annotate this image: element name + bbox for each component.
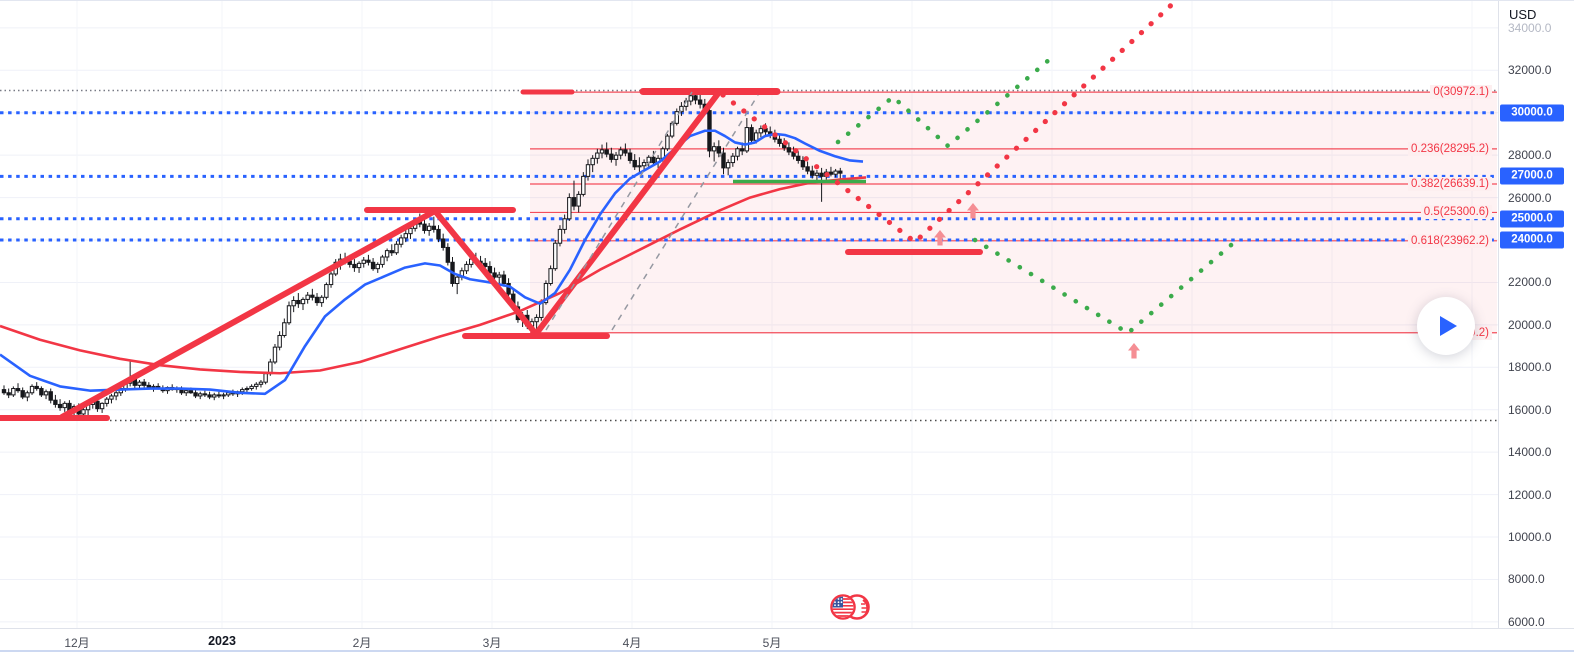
economic-event-us-flag-icon[interactable] xyxy=(827,591,873,630)
bottom-edge-strip xyxy=(0,650,1574,652)
time-axis-label: 4月 xyxy=(622,636,642,650)
time-axis-separator xyxy=(0,628,1574,629)
dashed-channel-line[interactable] xyxy=(611,94,759,331)
play-replay-button[interactable] xyxy=(1417,297,1475,355)
price-alert-badge: 24000.0 xyxy=(1500,231,1564,249)
axis-currency-label: USD xyxy=(1509,7,1537,22)
chart-svg xyxy=(0,0,1498,628)
dotted-projection-path[interactable] xyxy=(972,237,1240,336)
price-axis-label: 14000.0 xyxy=(1508,445,1552,460)
dotted-projection-path[interactable] xyxy=(720,0,1181,246)
time-axis-label: 2023 xyxy=(208,634,236,648)
dashed-channel-line[interactable] xyxy=(545,91,693,331)
price-axis-label: 20000.0 xyxy=(1508,317,1552,332)
price-axis-separator xyxy=(1498,0,1499,628)
price-axis-label: 34000.0 xyxy=(1508,20,1552,35)
up-arrows-layer xyxy=(933,203,1140,359)
chart-canvas[interactable] xyxy=(0,0,1498,628)
price-axis-label: 32000.0 xyxy=(1508,63,1552,78)
time-axis-label: 5月 xyxy=(762,636,782,650)
time-axis-label: 12月 xyxy=(64,636,90,650)
price-axis-label: 10000.0 xyxy=(1508,530,1552,545)
fib-level-label: 0.236(28295.2) xyxy=(1407,141,1492,156)
price-axis-label: 18000.0 xyxy=(1508,360,1552,375)
time-axis-label: 2月 xyxy=(352,636,372,650)
play-icon xyxy=(1440,316,1457,336)
ma-fast-line xyxy=(0,129,864,396)
trend-lines-layer[interactable] xyxy=(0,88,983,421)
time-axis-label: 3月 xyxy=(482,636,502,650)
fib-level-label: 0.5(25300.6) xyxy=(1420,205,1492,220)
us-flag-front-circle xyxy=(830,594,856,620)
fib-retracement-layer[interactable] xyxy=(0,89,1497,334)
price-alert-badge: 25000.0 xyxy=(1500,210,1564,228)
price-axis-label: 22000.0 xyxy=(1508,275,1552,290)
price-alert-badge: 30000.0 xyxy=(1500,104,1564,122)
price-axis-label: 8000.0 xyxy=(1508,572,1545,587)
fib-level-label: 0.382(26639.1) xyxy=(1407,177,1492,192)
price-axis-label: 16000.0 xyxy=(1508,402,1552,417)
alert-lines-layer[interactable] xyxy=(0,111,1497,242)
price-axis-label: 6000.0 xyxy=(1508,614,1545,629)
price-axis-label: 12000.0 xyxy=(1508,487,1552,502)
dotted-projection-path[interactable] xyxy=(835,56,1053,150)
fib-level-label: 0.618(23962.2) xyxy=(1407,233,1492,248)
price-axis-label: 28000.0 xyxy=(1508,148,1552,163)
price-alert-badge: 27000.0 xyxy=(1500,167,1564,185)
price-axis-label: 26000.0 xyxy=(1508,190,1552,205)
grid-layer xyxy=(0,0,1498,628)
fib-level-label: 0(30972.1) xyxy=(1430,85,1492,100)
